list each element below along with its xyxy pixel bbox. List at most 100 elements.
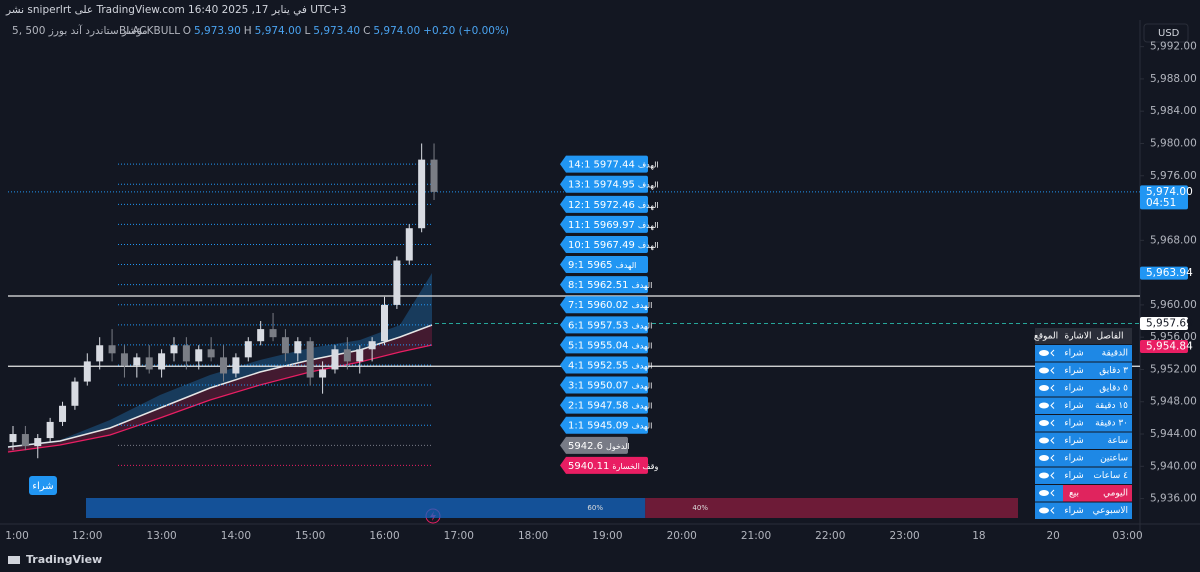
target-label: 4:1 5952.55 الهدف xyxy=(568,361,652,372)
target-label-part: 5955.04 xyxy=(587,340,628,351)
table-position-arrow xyxy=(1050,402,1055,409)
candle-body xyxy=(59,405,67,422)
target-label-part: 9:1 xyxy=(568,260,584,271)
target-label-part: 8:1 xyxy=(568,280,584,291)
table-row-bg xyxy=(1035,345,1132,362)
buy-badge-box xyxy=(29,476,57,495)
target-label-part: 11:1 xyxy=(568,220,590,231)
candle-body xyxy=(46,421,54,439)
price-badge xyxy=(1140,340,1188,354)
table-signal: شراء xyxy=(1064,436,1083,446)
currency-button[interactable] xyxy=(1143,23,1189,43)
y-tick-label: 5,944.00 xyxy=(1150,428,1197,440)
target-label-part: 5972.46 xyxy=(593,200,634,211)
target-label-part: 5940.11 xyxy=(568,461,609,472)
table-row-bg xyxy=(1035,432,1132,449)
candle-body xyxy=(343,349,351,362)
table-signal: شراء xyxy=(1064,471,1083,481)
target-label-box xyxy=(560,276,648,294)
table-row-bg xyxy=(1035,450,1132,467)
y-tick-label: 5,984.00 xyxy=(1150,105,1197,117)
table-position-arrow xyxy=(1050,454,1055,462)
target-label-box xyxy=(560,155,648,173)
table-signal: شراء xyxy=(1064,349,1083,359)
price-badge xyxy=(1140,317,1188,331)
x-tick-label: 18 xyxy=(972,530,985,542)
target-label-part: الهدف xyxy=(631,321,652,330)
candle-body xyxy=(145,357,153,370)
table-signal: شراء xyxy=(1064,419,1083,429)
ohlc-key: H xyxy=(244,25,252,37)
table-signal: بيع xyxy=(1069,489,1079,499)
candle-body xyxy=(418,159,426,229)
candle-body xyxy=(83,361,91,382)
table-signal: شراء xyxy=(1064,454,1083,464)
target-label-part: 5947.58 xyxy=(587,401,628,412)
x-tick-label: 20:00 xyxy=(667,530,697,542)
target-label: 8:1 5962.51 الهدف xyxy=(568,280,652,291)
target-label-part: 5950.07 xyxy=(587,381,628,392)
x-tick-label: 13:00 xyxy=(146,530,176,542)
strength-segment xyxy=(86,498,646,518)
target-label-part: 3:1 xyxy=(568,381,584,392)
target-label-part: 5967.49 xyxy=(593,240,634,251)
table-position-icon xyxy=(1039,402,1049,409)
table-interval: اليومي xyxy=(1103,489,1128,499)
candle-body xyxy=(158,353,166,370)
target-label-box xyxy=(560,175,648,193)
candle-body xyxy=(220,357,228,374)
candle-body xyxy=(9,434,17,443)
symbol: مؤشر ستاندرد آند بورز 500 ,5 xyxy=(12,24,148,37)
table-signal: شراء xyxy=(1064,384,1083,394)
target-label: 5940.11 وقف الخسارة xyxy=(568,461,658,472)
x-tick-label: 22:00 xyxy=(815,530,845,542)
table-position-arrow xyxy=(1050,367,1055,374)
table-position-arrow xyxy=(1050,349,1055,357)
ohlc-value: 5,973.90 xyxy=(194,25,241,37)
price-badge-label: 5,974.00 xyxy=(1146,186,1193,198)
y-tick-label: 5,960.00 xyxy=(1150,299,1197,311)
y-tick-label: 5,952.00 xyxy=(1150,363,1197,375)
target-label: 11:1 5969.97 الهدف xyxy=(568,220,659,231)
logo: TradingView xyxy=(26,553,102,566)
table-interval: ٣ دقايق xyxy=(1099,366,1128,376)
currency[interactable]: USD xyxy=(1158,28,1180,39)
price-badge-label: 5,963.94 xyxy=(1146,267,1193,279)
table-interval: ٥ دقايق xyxy=(1099,384,1128,394)
target-label: 12:1 5972.46 الهدف xyxy=(568,200,659,211)
table-row-bg xyxy=(1035,397,1132,414)
x-tick-label: 14:00 xyxy=(221,530,251,542)
target-label-box xyxy=(560,356,648,374)
y-tick-label: 5,948.00 xyxy=(1150,396,1197,408)
target-label-part: 5960.02 xyxy=(587,300,628,311)
target-label-part: 5942.6 xyxy=(568,441,603,452)
table-row-bg xyxy=(1035,362,1132,379)
target-label: 3:1 5950.07 الهدف xyxy=(568,381,652,392)
target-label-part: الدخول xyxy=(606,441,630,450)
target-label-part: 5965 xyxy=(587,260,612,271)
candle-body xyxy=(182,345,190,362)
table-interval: الاسبوعي xyxy=(1093,506,1128,516)
target-label-part: الهدف xyxy=(631,381,652,390)
ohlc-key: C xyxy=(363,25,370,37)
table-position-arrow xyxy=(1050,472,1055,479)
target-label-box xyxy=(560,376,648,394)
ohlc-legend: BLACKBULL O 5,973.90 H 5,974.00 L 5,973.40 C 5,9… xyxy=(119,25,509,37)
candle-body xyxy=(269,329,277,338)
table-signal: شراء xyxy=(1064,401,1083,411)
x-tick-label: 15:00 xyxy=(295,530,325,542)
target-label-box xyxy=(560,336,648,354)
target-label-part: الهدف xyxy=(631,401,652,410)
candle-body xyxy=(120,353,128,366)
strength-label: 40% xyxy=(692,504,708,512)
y-tick-label: 5,976.00 xyxy=(1150,170,1197,182)
strength-segment xyxy=(645,498,1018,518)
candle-body xyxy=(331,349,339,370)
target-label-part: 14:1 xyxy=(568,160,590,171)
moving-average xyxy=(7,324,433,448)
target-label-box xyxy=(560,195,648,213)
ohlc-key: L xyxy=(304,25,310,37)
target-label-box xyxy=(560,416,648,434)
target-label: 14:1 5977.44 الهدف xyxy=(568,160,659,171)
